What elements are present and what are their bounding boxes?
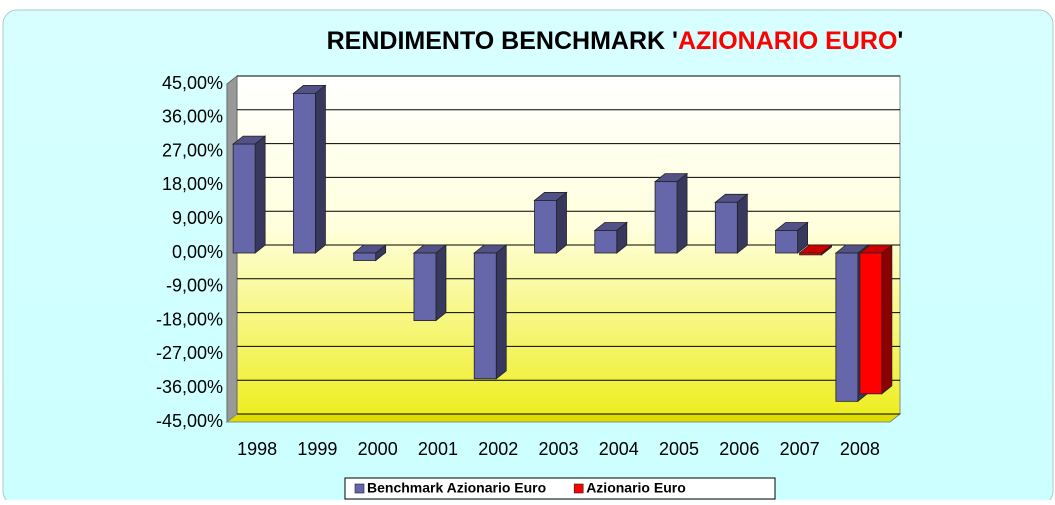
- title-part: AZIONARIO EURO: [678, 27, 897, 55]
- bar-side: [315, 84, 326, 254]
- bar-side: [254, 135, 266, 254]
- y-tick-label: 18,00%: [162, 174, 223, 194]
- bar: [534, 200, 557, 254]
- y-tick-label: -18,00%: [156, 309, 223, 329]
- x-tick-label: 2000: [358, 439, 398, 459]
- bar-side: [881, 244, 893, 395]
- bar-side: [435, 244, 447, 322]
- x-tick-label: 2006: [719, 439, 759, 459]
- x-tick-label: 2004: [599, 439, 639, 459]
- x-tick-label: 1998: [237, 439, 277, 459]
- y-tick-label: 45,00%: [162, 73, 223, 93]
- bar: [654, 181, 678, 254]
- y-tick-label: -9,00%: [166, 276, 223, 296]
- chart-title: RENDIMENTO BENCHMARK 'AZIONARIO EURO': [327, 27, 904, 55]
- bar-side: [556, 191, 567, 254]
- bar-side: [736, 193, 748, 254]
- bar: [714, 201, 738, 254]
- y-tick-label: 27,00%: [162, 140, 223, 160]
- bar: [413, 252, 437, 321]
- bar: [232, 143, 256, 254]
- y-tick-label: -27,00%: [156, 343, 223, 363]
- legend-box: [344, 477, 776, 500]
- bar: [293, 92, 316, 254]
- y-tick-label: 9,00%: [172, 208, 223, 228]
- bar: [775, 230, 798, 254]
- x-tick-label: 2001: [418, 439, 458, 459]
- bar-side: [495, 244, 507, 380]
- y-tick-label: 0,00%: [172, 242, 223, 262]
- x-tick-label: 2005: [659, 439, 699, 459]
- y-tick-label: -36,00%: [156, 377, 223, 397]
- y-tick-label: 36,00%: [162, 107, 223, 127]
- x-tick-label: 1999: [297, 439, 337, 459]
- legend-label: Azionario Euro: [586, 480, 686, 496]
- x-tick-label: 2008: [840, 439, 880, 459]
- floor: [225, 413, 902, 423]
- title-part: ': [897, 27, 903, 55]
- bar: [859, 252, 883, 395]
- bar: [473, 252, 497, 380]
- bar: [353, 252, 377, 261]
- legend-swatch: [354, 483, 365, 494]
- x-tick-label: 2002: [478, 439, 518, 459]
- y-tick-label: -45,00%: [156, 411, 223, 431]
- title-part: RENDIMENTO BENCHMARK ': [327, 27, 678, 55]
- legend-label: Benchmark Azionario Euro: [367, 480, 546, 496]
- legend-swatch: [573, 483, 584, 494]
- x-tick-label: 2007: [780, 439, 820, 459]
- bar: [799, 252, 822, 256]
- x-tick-label: 2003: [538, 439, 578, 459]
- bar-side: [676, 172, 688, 254]
- bar: [594, 230, 618, 254]
- bar: [835, 252, 859, 402]
